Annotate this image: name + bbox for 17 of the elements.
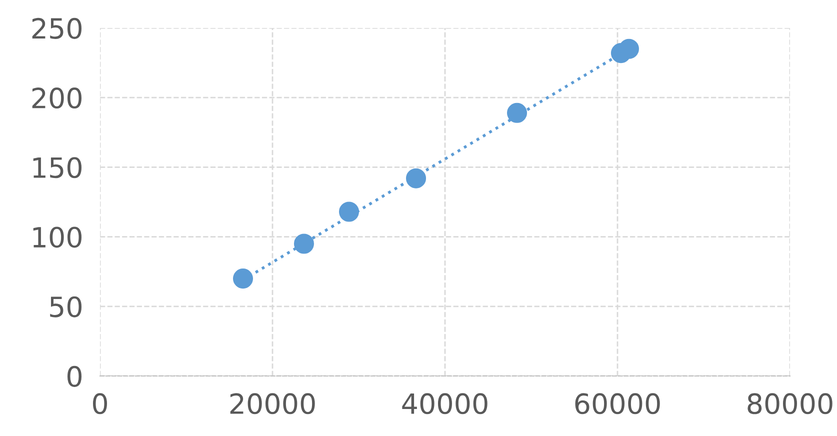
x-tick-label: 60000 [575,393,660,414]
y-tick-label: 0 [67,366,82,387]
x-tick-label: 40000 [402,393,488,414]
y-tick-label: 250 [32,18,82,39]
y-tick-label: 50 [50,296,82,318]
y-tick-label: 150 [33,157,82,178]
x-tick-label: 0 [92,393,107,414]
x-tick-label: 20000 [230,393,315,414]
y-tick-label: 200 [32,88,82,109]
point [232,268,254,289]
point [338,202,360,222]
point [294,234,314,254]
x-tick-label: 80000 [748,393,832,414]
point [406,168,426,188]
point [618,38,639,59]
point [507,102,528,123]
y-tick-label: 100 [33,226,82,248]
